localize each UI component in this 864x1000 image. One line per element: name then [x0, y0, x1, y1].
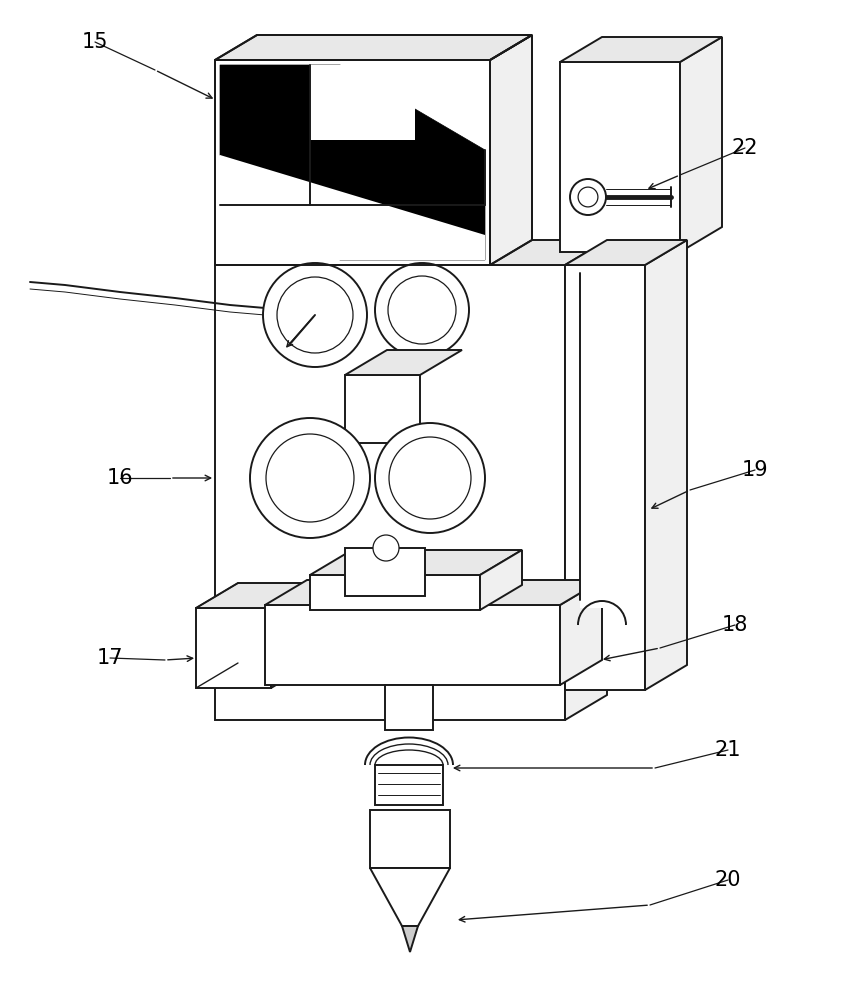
Polygon shape [480, 550, 522, 610]
Polygon shape [680, 37, 722, 252]
Polygon shape [402, 926, 418, 952]
Circle shape [578, 187, 598, 207]
Bar [565, 265, 645, 690]
Bar [215, 60, 490, 265]
Polygon shape [196, 583, 313, 608]
Circle shape [375, 423, 485, 533]
Polygon shape [645, 240, 687, 690]
Bar [345, 375, 420, 443]
Polygon shape [220, 155, 485, 260]
Polygon shape [345, 350, 462, 375]
Polygon shape [370, 868, 450, 926]
Polygon shape [310, 65, 415, 140]
Circle shape [263, 263, 367, 367]
Polygon shape [215, 240, 607, 265]
Bar [265, 605, 560, 685]
Circle shape [570, 179, 606, 215]
Circle shape [373, 535, 399, 561]
Text: 21: 21 [715, 740, 741, 760]
Circle shape [389, 437, 471, 519]
Polygon shape [215, 35, 532, 60]
Polygon shape [220, 65, 485, 260]
Polygon shape [560, 37, 722, 62]
Bar [560, 62, 680, 252]
Polygon shape [490, 35, 532, 265]
Circle shape [250, 418, 370, 538]
Bar [375, 765, 443, 805]
Polygon shape [265, 580, 602, 605]
Polygon shape [565, 240, 687, 265]
Polygon shape [565, 240, 607, 720]
Bar [345, 548, 425, 596]
Text: 15: 15 [82, 32, 108, 52]
Circle shape [375, 263, 469, 357]
Text: 16: 16 [106, 468, 133, 488]
Bar [196, 608, 271, 688]
Bar [310, 575, 480, 610]
Polygon shape [560, 580, 602, 685]
Circle shape [388, 276, 456, 344]
Bar [580, 273, 637, 608]
Circle shape [277, 277, 353, 353]
Bar [215, 60, 490, 265]
Circle shape [266, 434, 354, 522]
Polygon shape [310, 550, 522, 575]
Text: 20: 20 [715, 870, 741, 890]
Bar [370, 810, 450, 868]
Text: 22: 22 [732, 138, 759, 158]
Polygon shape [271, 583, 313, 688]
Text: 17: 17 [97, 648, 124, 668]
Text: 19: 19 [741, 460, 768, 480]
Bar [385, 685, 433, 730]
Text: 18: 18 [721, 615, 748, 635]
Bar [215, 265, 565, 720]
